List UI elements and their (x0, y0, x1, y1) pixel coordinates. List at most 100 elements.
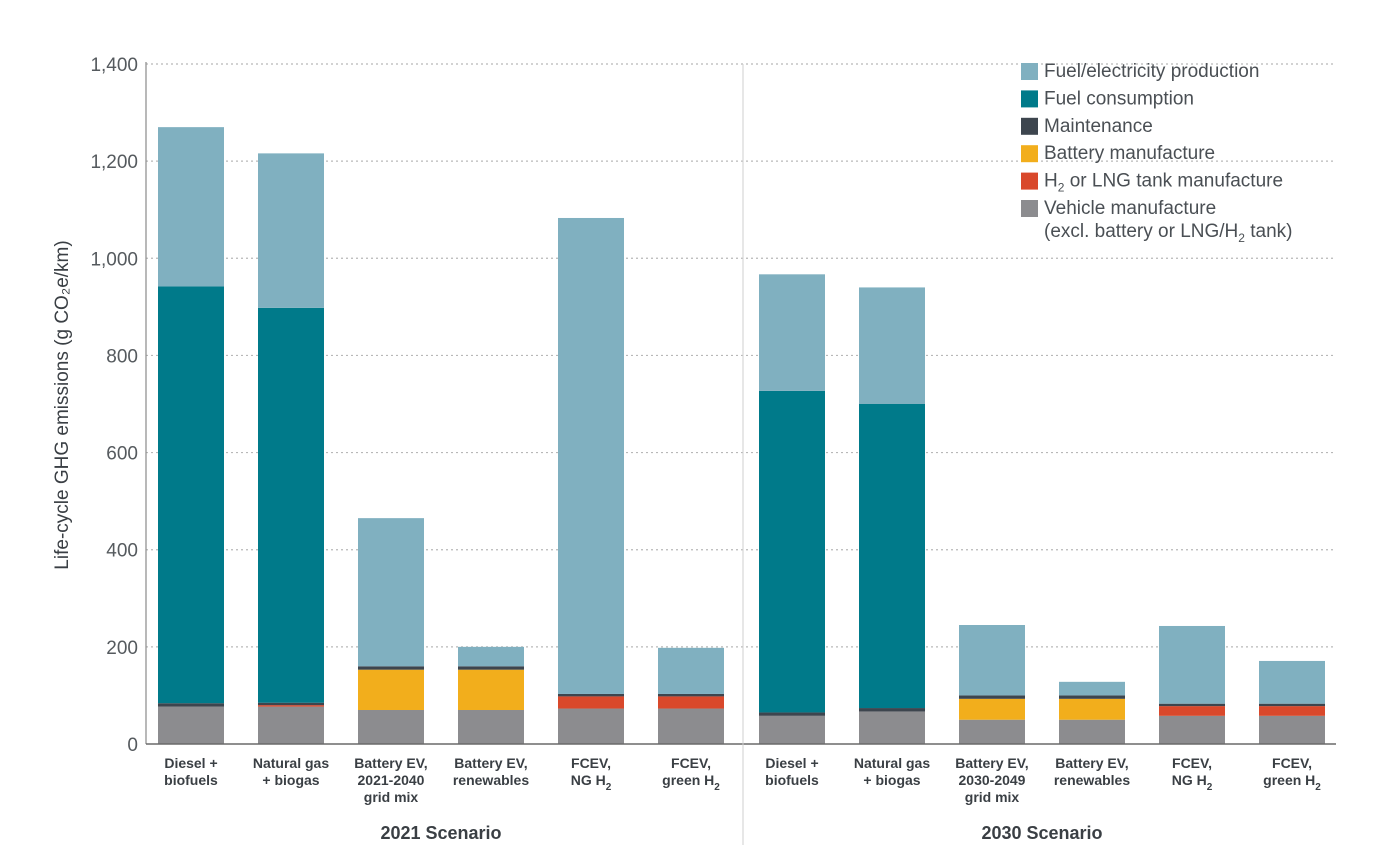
bar-segment (859, 708, 925, 712)
bar-segment (258, 153, 324, 308)
x-category-label: grid mix (965, 789, 1020, 805)
x-category-label: FCEV, (671, 755, 711, 771)
bar-segment (558, 696, 624, 709)
bar-segment (859, 404, 925, 709)
x-category-label: FCEV, (1172, 755, 1212, 771)
legend-swatch (1021, 63, 1038, 80)
bar-segment (558, 708, 624, 744)
bar-segment (759, 390, 825, 713)
y-tick-label: 1,200 (90, 152, 138, 173)
gridlines (146, 63, 1336, 648)
bar-segment (1159, 715, 1225, 744)
bar-segment (258, 705, 324, 707)
x-category-label: biofuels (765, 772, 819, 788)
x-category-label: Natural gas (854, 755, 930, 771)
bar-segment (358, 666, 424, 670)
x-category-label: Diesel + (164, 755, 217, 771)
bar-segment (258, 307, 324, 703)
bar-segment (158, 703, 224, 707)
legend-label: Fuel/electricity production (1044, 61, 1259, 82)
legend-swatch (1021, 200, 1038, 217)
bar-segment (158, 706, 224, 744)
x-category-label: 2030-2049 (959, 772, 1026, 788)
y-tick-label: 1,400 (90, 55, 138, 76)
legend-swatch (1021, 90, 1038, 108)
bar-segment (258, 702, 324, 706)
y-tick-label: 0 (127, 735, 138, 756)
bar-segment (1059, 681, 1125, 696)
bar-segment (458, 666, 524, 670)
y-tick-label: 1,000 (90, 249, 138, 270)
x-category-label: 2021-2040 (358, 772, 425, 788)
x-category-label: FCEV, (571, 755, 611, 771)
bar-segment (658, 696, 724, 709)
x-category-label: NG H2 (571, 772, 612, 793)
x-category-label: Natural gas (253, 755, 329, 771)
bar-segment (1259, 660, 1325, 704)
bar-segment (1159, 703, 1225, 707)
bar-segment (1059, 719, 1125, 744)
bar-segment (959, 698, 1025, 720)
bar-segment (258, 706, 324, 744)
bar-segment (658, 647, 724, 694)
bar-segment (658, 708, 724, 744)
bar-segment (358, 669, 424, 710)
x-category-label: renewables (1054, 772, 1130, 788)
x-category-label: NG H2 (1172, 772, 1213, 793)
legend-label: Vehicle manufacture (1044, 198, 1216, 219)
x-category-label: grid mix (364, 789, 419, 805)
bar-segment (1259, 706, 1325, 716)
bar-segment (859, 711, 925, 744)
legend-label: Fuel consumption (1044, 88, 1194, 109)
bar-segment (759, 712, 825, 716)
bar-segment (1259, 703, 1325, 707)
legend-label: Maintenance (1044, 116, 1153, 137)
x-category-label: biofuels (164, 772, 218, 788)
bar-segment (1059, 698, 1125, 720)
bar-segment (959, 625, 1025, 696)
axes (145, 62, 1336, 845)
legend-label-line2: (excl. battery or LNG/H2 tank) (1044, 221, 1293, 245)
bar-segment (158, 127, 224, 287)
legend-swatch (1021, 172, 1038, 190)
bar-segment (1059, 695, 1125, 699)
legend-swatch (1021, 145, 1038, 163)
bar-segment (558, 693, 624, 697)
bar-segment (1259, 715, 1325, 744)
bar-segment (358, 518, 424, 667)
x-category-label: green H2 (1263, 772, 1321, 793)
legend-label: Battery manufacture (1044, 143, 1215, 164)
bar-segment (158, 286, 224, 704)
x-category-label: Diesel + (765, 755, 818, 771)
legend-label: H2 or LNG tank manufacture (1044, 171, 1283, 195)
bar-segment (959, 719, 1025, 744)
bar-segment (859, 287, 925, 404)
scenario-label: 2030 Scenario (981, 823, 1102, 843)
bar-segment (458, 669, 524, 710)
x-category-label: FCEV, (1272, 755, 1312, 771)
y-tick-label: 800 (106, 346, 138, 367)
bars (158, 127, 1325, 744)
scenario-labels: 2021 Scenario 2030 Scenario (380, 823, 1102, 843)
bar-segment (458, 646, 524, 667)
x-category-label: Battery EV, (1055, 755, 1128, 771)
y-axis-label: Life-cycle GHG emissions (g CO₂e/km) (52, 240, 73, 569)
y-tick-label: 600 (106, 444, 138, 465)
y-tick-labels: 0 200 400 600 800 1,000 1,200 1,400 (90, 55, 138, 756)
y-tick-label: 200 (106, 638, 138, 659)
bar-segment (759, 715, 825, 744)
bar-segment (759, 274, 825, 391)
x-category-label: green H2 (662, 772, 720, 793)
bar-segment (959, 695, 1025, 699)
bar-segment (1159, 706, 1225, 716)
x-category-label: Battery EV, (454, 755, 527, 771)
x-category-label: Battery EV, (354, 755, 427, 771)
legend-swatch (1021, 117, 1038, 135)
x-category-label: + biogas (863, 772, 920, 788)
scenario-label: 2021 Scenario (380, 823, 501, 843)
x-category-label: Battery EV, (955, 755, 1028, 771)
bar-segment (658, 693, 724, 697)
x-category-label: + biogas (262, 772, 319, 788)
